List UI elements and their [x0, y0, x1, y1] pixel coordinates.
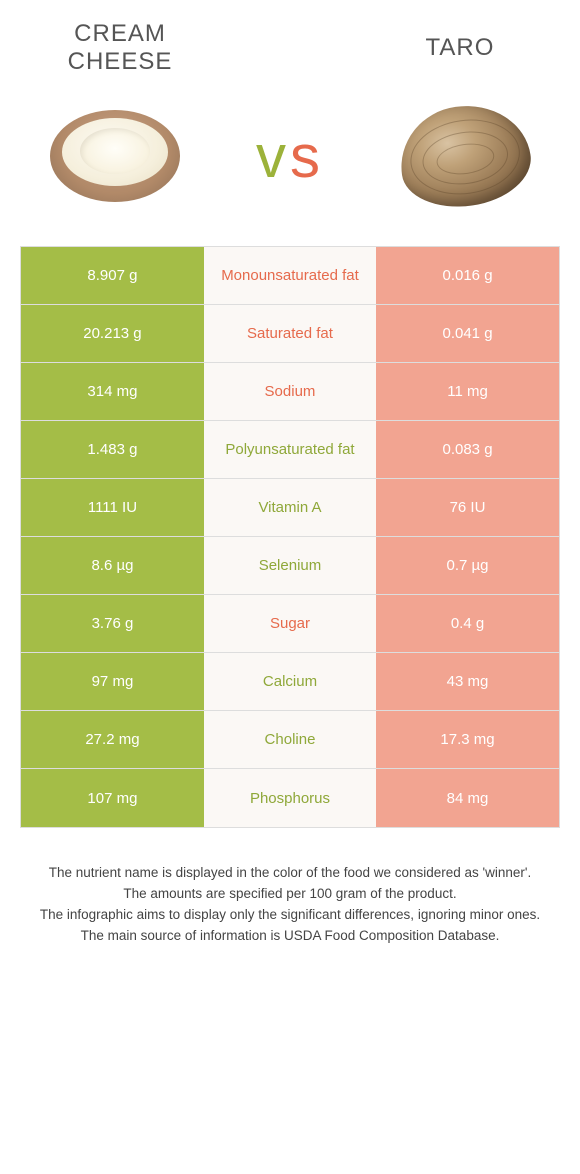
nutrient-table: 8.907 gMonounsaturated fat0.016 g20.213 …: [20, 246, 560, 828]
vs-s: s: [290, 123, 324, 190]
table-row: 20.213 gSaturated fat0.041 g: [21, 305, 559, 363]
value-a: 8.6 µg: [21, 537, 204, 594]
value-b: 0.4 g: [376, 595, 559, 652]
footer-line: The main source of information is USDA F…: [30, 926, 550, 947]
table-row: 97 mgCalcium43 mg: [21, 653, 559, 711]
food-b-name: TARO: [380, 34, 540, 62]
nutrient-label: Sodium: [204, 363, 376, 420]
value-b: 0.083 g: [376, 421, 559, 478]
value-b: 0.041 g: [376, 305, 559, 362]
nutrient-label: Sugar: [204, 595, 376, 652]
value-a: 97 mg: [21, 653, 204, 710]
table-row: 1111 IUVitamin A76 IU: [21, 479, 559, 537]
nutrient-label: Vitamin A: [204, 479, 376, 536]
footer-line: The infographic aims to display only the…: [30, 905, 550, 926]
images-row: vs: [0, 86, 580, 246]
table-row: 107 mgPhosphorus84 mg: [21, 769, 559, 827]
taro-icon: [394, 97, 537, 214]
nutrient-label: Monounsaturated fat: [204, 247, 376, 304]
nutrient-label: Calcium: [204, 653, 376, 710]
value-a: 3.76 g: [21, 595, 204, 652]
table-row: 8.907 gMonounsaturated fat0.016 g: [21, 247, 559, 305]
food-a-name: CREAM CHEESE: [40, 20, 200, 76]
table-row: 8.6 µgSelenium0.7 µg: [21, 537, 559, 595]
value-a: 314 mg: [21, 363, 204, 420]
value-a: 1111 IU: [21, 479, 204, 536]
nutrient-label: Polyunsaturated fat: [204, 421, 376, 478]
header: CREAM CHEESE TARO: [0, 0, 580, 86]
value-b: 43 mg: [376, 653, 559, 710]
value-b: 11 mg: [376, 363, 559, 420]
value-b: 0.016 g: [376, 247, 559, 304]
nutrient-label: Selenium: [204, 537, 376, 594]
table-row: 1.483 gPolyunsaturated fat0.083 g: [21, 421, 559, 479]
table-row: 3.76 gSugar0.4 g: [21, 595, 559, 653]
footer-line: The amounts are specified per 100 gram o…: [30, 884, 550, 905]
vs-v: v: [256, 123, 290, 190]
value-b: 84 mg: [376, 769, 559, 827]
nutrient-label: Choline: [204, 711, 376, 768]
food-a-image: [40, 96, 190, 216]
cream-cheese-icon: [50, 110, 180, 202]
nutrient-label: Phosphorus: [204, 769, 376, 827]
footer-line: The nutrient name is displayed in the co…: [30, 863, 550, 884]
value-a: 20.213 g: [21, 305, 204, 362]
footer-notes: The nutrient name is displayed in the co…: [0, 828, 580, 947]
food-b-image: [390, 96, 540, 216]
table-row: 314 mgSodium11 mg: [21, 363, 559, 421]
table-row: 27.2 mgCholine17.3 mg: [21, 711, 559, 769]
value-a: 27.2 mg: [21, 711, 204, 768]
value-b: 17.3 mg: [376, 711, 559, 768]
value-a: 107 mg: [21, 769, 204, 827]
vs-label: vs: [256, 122, 324, 191]
value-a: 1.483 g: [21, 421, 204, 478]
value-a: 8.907 g: [21, 247, 204, 304]
nutrient-label: Saturated fat: [204, 305, 376, 362]
value-b: 0.7 µg: [376, 537, 559, 594]
value-b: 76 IU: [376, 479, 559, 536]
